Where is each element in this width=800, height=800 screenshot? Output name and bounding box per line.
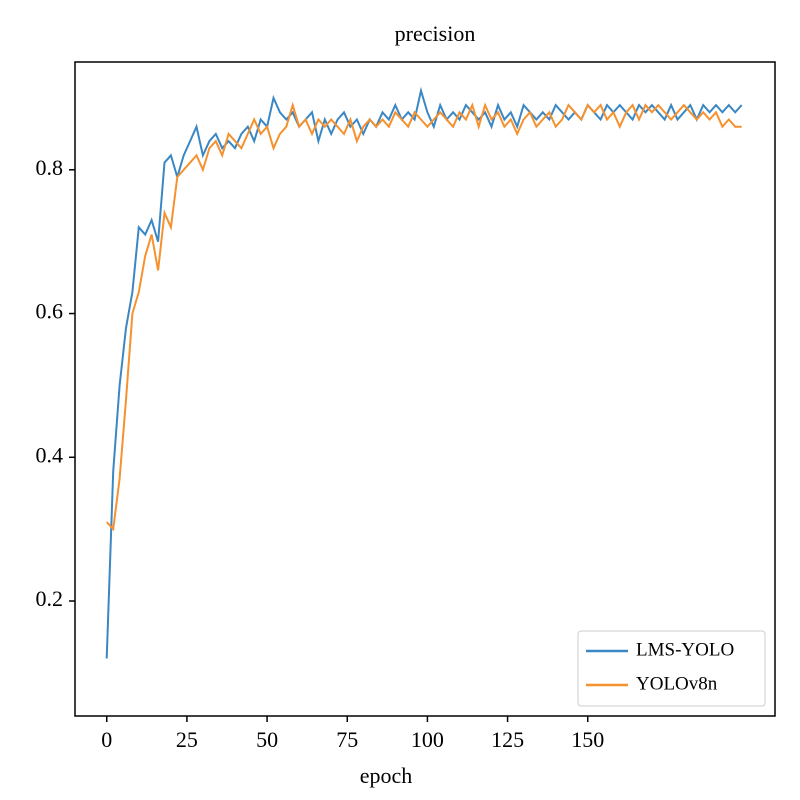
chart-title: precision: [395, 21, 476, 46]
plot-frame: [74, 61, 776, 717]
x-axis-label: epoch: [360, 763, 413, 788]
line-series: [105, 101, 742, 532]
x-tick-label: 125: [491, 727, 524, 752]
y-tick-label: 0.4: [36, 442, 64, 467]
x-tick-label: 25: [176, 727, 198, 752]
x-tick-label: 100: [411, 727, 444, 752]
legend-label: YOLOv8n: [636, 673, 718, 694]
legend-label: LMS-YOLO: [636, 639, 734, 660]
y-tick-label: 0.2: [36, 586, 64, 611]
x-tick-label: 0: [101, 727, 112, 752]
y-tick-label: 0.8: [36, 155, 64, 180]
x-tick-label: 75: [336, 727, 358, 752]
line-series: [105, 86, 743, 659]
y-tick-label: 0.6: [36, 299, 64, 324]
x-tick-label: 50: [256, 727, 278, 752]
x-tick-label: 150: [571, 727, 604, 752]
